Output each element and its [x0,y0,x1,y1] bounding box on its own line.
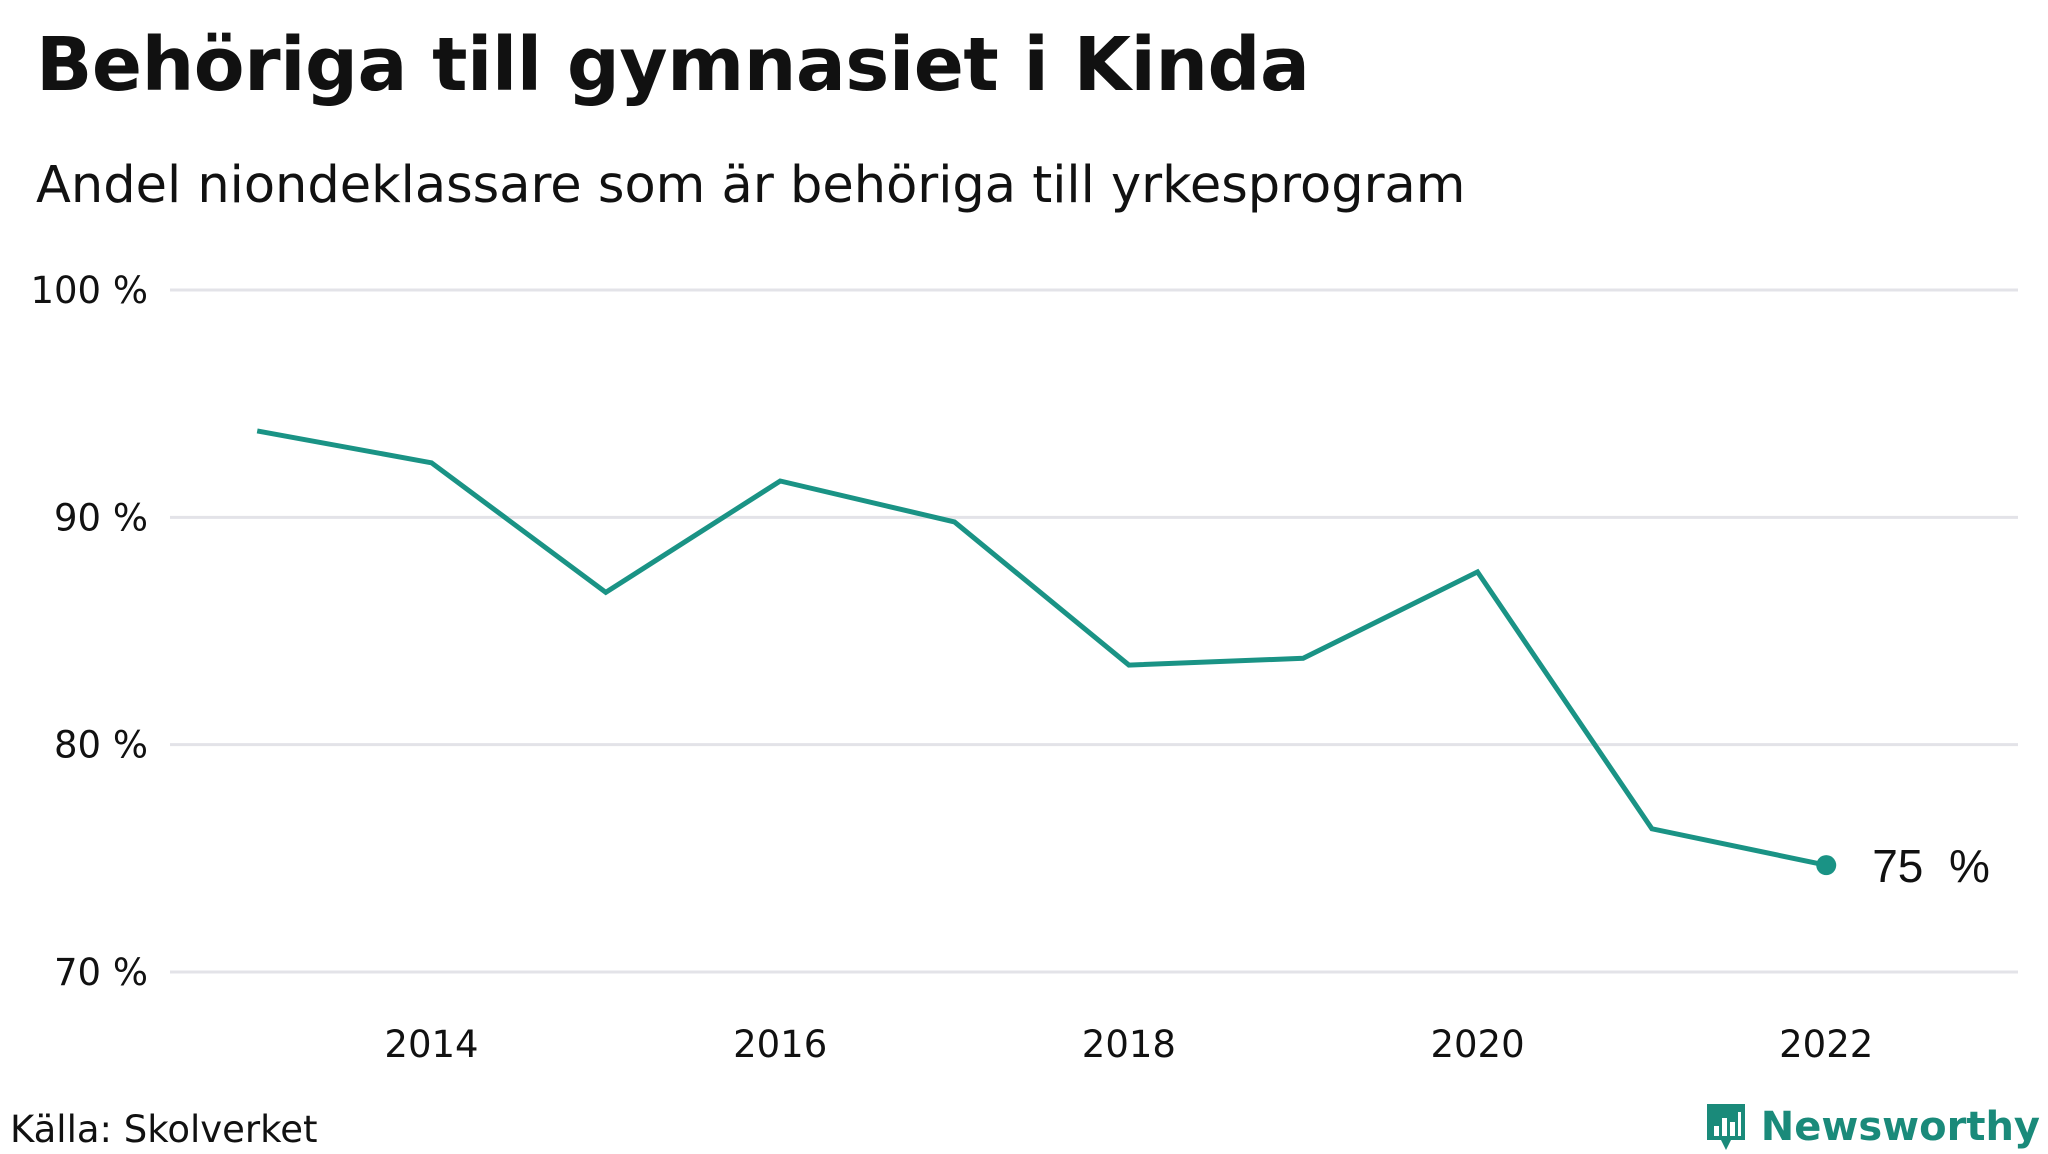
x-tick-label: 2018 [1082,1023,1176,1066]
x-axis: 2014 2016 2018 2020 2022 [384,1023,1873,1066]
brand-name: Newsworthy [1760,1104,2040,1150]
end-point-marker [1816,855,1837,876]
grid-lines [170,288,2018,974]
x-tick-label: 2014 [384,1023,478,1066]
x-tick-label: 2022 [1779,1023,1873,1066]
end-value-label: 75 % [1872,840,1990,892]
brand-logo: Newsworthy [1703,1100,2040,1154]
y-tick-label: 100 % [30,269,148,312]
y-axis: 70 % 80 % 90 % 100 % [30,269,148,994]
x-tick-label: 2016 [733,1023,827,1066]
chart-title: Behöriga till gymnasiet i Kinda [36,22,1310,108]
x-tick-label: 2020 [1430,1023,1524,1066]
line-chart: 70 % 80 % 90 % 100 % 2014 2016 2018 2020 2022 7… [30,269,2018,1066]
series-group: 75 % [256,428,1990,892]
newsworthy-logo-icon [1706,1104,1745,1150]
y-tick-label: 90 % [54,496,148,539]
source-note: Källa: Skolverket [10,1108,318,1151]
series-line [256,428,1827,868]
chart-subtitle: Andel niondeklassare som är behöriga til… [36,156,1466,215]
y-tick-label: 70 % [54,951,148,994]
y-tick-label: 80 % [54,724,148,767]
